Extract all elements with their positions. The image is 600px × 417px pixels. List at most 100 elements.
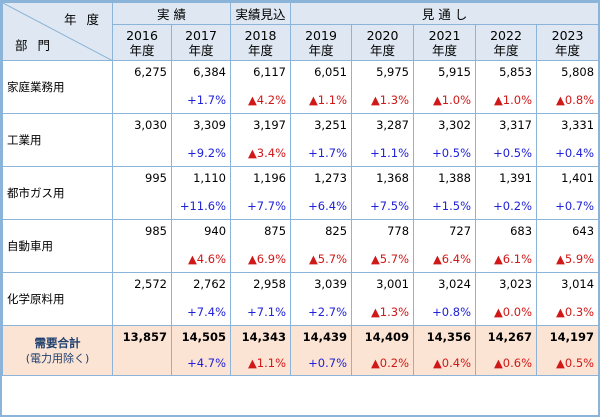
change-cell: +0.5% — [413, 139, 477, 167]
sector-label: 家庭業務用 — [2, 60, 113, 114]
change-cell: +7.1% — [230, 298, 292, 326]
change-cell: ▲1.3% — [351, 298, 415, 326]
change-cell: ▲4.2% — [230, 86, 292, 114]
change-cell: +1.7% — [170, 86, 232, 114]
change-cell: +9.2% — [170, 139, 232, 167]
value-cell: 1,401 — [536, 166, 598, 193]
change-cell — [112, 139, 172, 167]
value-cell: 14,356 — [413, 325, 477, 351]
change-cell: +1.5% — [413, 192, 477, 220]
value-cell: 825 — [290, 219, 353, 246]
sector-label: 化学原料用 — [2, 272, 113, 326]
value-cell: 3,331 — [536, 113, 598, 140]
value-cell: 3,023 — [475, 272, 538, 299]
change-cell: ▲3.4% — [230, 139, 292, 167]
value-cell: 2,572 — [112, 272, 172, 299]
table-row: 需要合計 (電力用除く) 13,857 14,505 14,343 14,439 14,40… — [2, 325, 598, 376]
change-cell: ▲0.2% — [351, 350, 415, 376]
year-number: 2020 — [366, 27, 399, 43]
total-label: 需要合計 — [34, 335, 81, 350]
change-cell: +7.4% — [170, 298, 232, 326]
change-cell: +6.4% — [290, 192, 353, 220]
value-cell: 6,384 — [170, 60, 232, 87]
value-cell: 6,051 — [290, 60, 353, 87]
value-cell: 2,762 — [170, 272, 232, 299]
value-cell: 6,117 — [230, 60, 292, 87]
change-cell: +0.7% — [536, 192, 598, 220]
year-header-row: 2016 年度 2017 年度 2018 年度 2019 年度 2020 年度 2021 年度 2022… — [3, 24, 598, 61]
change-cell: +0.4% — [536, 139, 598, 167]
value-cell: 13,857 — [112, 325, 172, 351]
value-cell: 643 — [536, 219, 598, 246]
change-row: +9.2% ▲3.4% +1.7% +1.1% +0.5% +0.5% +0.4% — [3, 139, 598, 167]
value-cell: 3,001 — [351, 272, 415, 299]
change-cell: +2.7% — [290, 298, 353, 326]
value-cell: 985 — [112, 219, 172, 246]
sector-label: 工業用 — [2, 113, 113, 167]
change-cell — [112, 192, 172, 220]
change-cell: ▲0.4% — [413, 350, 477, 376]
value-cell: 3,039 — [290, 272, 353, 299]
corner-diagonal — [3, 3, 112, 60]
year-number: 2021 — [428, 27, 461, 43]
year-header: 2018 年度 — [230, 24, 292, 61]
value-cell: 6,275 — [112, 60, 172, 87]
value-cell: 3,014 — [536, 272, 598, 299]
demand-table: 年 度 部 門 実 績 実績見込 見 通 し 2016 年度 2017 年度 2018 年… — [2, 2, 598, 376]
change-cell: +0.7% — [290, 350, 353, 376]
change-cell: ▲5.9% — [536, 245, 598, 273]
year-unit: 年度 — [370, 42, 396, 58]
value-cell: 1,391 — [475, 166, 538, 193]
year-header: 2016 年度 — [112, 24, 172, 61]
value-cell: 14,267 — [475, 325, 538, 351]
change-cell: ▲0.6% — [475, 350, 538, 376]
year-unit: 年度 — [129, 42, 155, 58]
change-row: ▲4.6% ▲6.9% ▲5.7% ▲5.7% ▲6.4% ▲6.1% ▲5.9% — [3, 245, 598, 273]
year-header: 2019 年度 — [290, 24, 353, 61]
year-unit: 年度 — [248, 42, 274, 58]
year-number: 2017 — [185, 27, 217, 43]
sector-label: 自動車用 — [2, 219, 113, 273]
year-header: 2022 年度 — [475, 24, 538, 61]
value-cell: 5,975 — [351, 60, 415, 87]
change-row: +11.6% +7.7% +6.4% +7.5% +1.5% +0.2% +0.7% — [3, 192, 598, 220]
value-cell: 3,197 — [230, 113, 292, 140]
value-cell: 1,388 — [413, 166, 477, 193]
change-cell: ▲1.0% — [475, 86, 538, 114]
year-header: 2023 年度 — [536, 24, 598, 61]
value-cell: 940 — [170, 219, 232, 246]
change-cell: ▲0.3% — [536, 298, 598, 326]
year-number: 2023 — [551, 27, 584, 43]
year-unit: 年度 — [308, 42, 334, 58]
change-cell: ▲0.0% — [475, 298, 538, 326]
value-cell: 3,024 — [413, 272, 477, 299]
value-cell: 1,368 — [351, 166, 415, 193]
change-cell: ▲4.6% — [170, 245, 232, 273]
value-cell: 14,343 — [230, 325, 292, 351]
value-cell: 727 — [413, 219, 477, 246]
change-cell — [112, 350, 172, 376]
value-cell: 2,958 — [230, 272, 292, 299]
value-cell: 778 — [351, 219, 415, 246]
change-cell: ▲5.7% — [290, 245, 353, 273]
table-row: 化学原料用 2,572 2,762 2,958 3,039 3,001 3,024 3,023… — [2, 272, 598, 326]
value-cell: 995 — [112, 166, 172, 193]
total-sublabel: (電力用除く) — [25, 351, 90, 365]
change-cell: +1.1% — [351, 139, 415, 167]
header-fiscal-year-label: 年 度 — [64, 12, 102, 27]
year-number: 2019 — [305, 27, 337, 43]
change-cell: +0.5% — [475, 139, 538, 167]
change-cell: +7.7% — [230, 192, 292, 220]
change-cell: +0.2% — [475, 192, 538, 220]
value-cell: 14,409 — [351, 325, 415, 351]
value-cell: 5,808 — [536, 60, 598, 87]
value-cell: 683 — [475, 219, 538, 246]
total-label-cell: 需要合計 (電力用除く) — [2, 325, 113, 376]
value-cell: 3,317 — [475, 113, 538, 140]
table-row: 自動車用 985 940 875 825 778 727 683 643 — [2, 219, 598, 273]
change-cell: +1.7% — [290, 139, 353, 167]
year-header: 2020 年度 — [351, 24, 415, 61]
change-cell: ▲1.1% — [290, 86, 353, 114]
change-cell: ▲6.4% — [413, 245, 477, 273]
